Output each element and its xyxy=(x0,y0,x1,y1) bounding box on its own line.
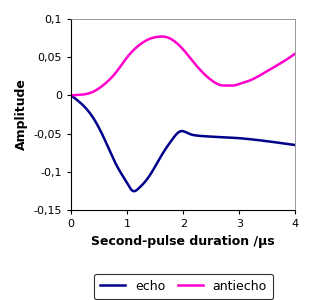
echo xyxy=(287,142,291,146)
echo xyxy=(172,135,176,139)
Y-axis label: Amplitude: Amplitude xyxy=(15,79,28,150)
Line: antiecho: antiecho xyxy=(71,37,295,95)
Legend: echo, antiecho: echo, antiecho xyxy=(94,274,273,299)
antiecho xyxy=(178,45,182,48)
echo xyxy=(178,130,182,133)
antiecho xyxy=(246,80,250,83)
antiecho xyxy=(69,94,73,97)
echo xyxy=(287,142,291,146)
antiecho xyxy=(294,52,297,55)
antiecho xyxy=(81,93,84,96)
antiecho xyxy=(172,39,176,43)
antiecho xyxy=(160,35,164,38)
antiecho xyxy=(287,56,291,60)
echo xyxy=(246,137,250,141)
echo xyxy=(69,94,73,97)
echo xyxy=(81,103,84,106)
Line: echo: echo xyxy=(71,95,295,191)
antiecho xyxy=(287,56,291,60)
echo xyxy=(294,143,297,147)
echo xyxy=(132,189,136,193)
X-axis label: Second-pulse duration /μs: Second-pulse duration /μs xyxy=(91,235,275,248)
